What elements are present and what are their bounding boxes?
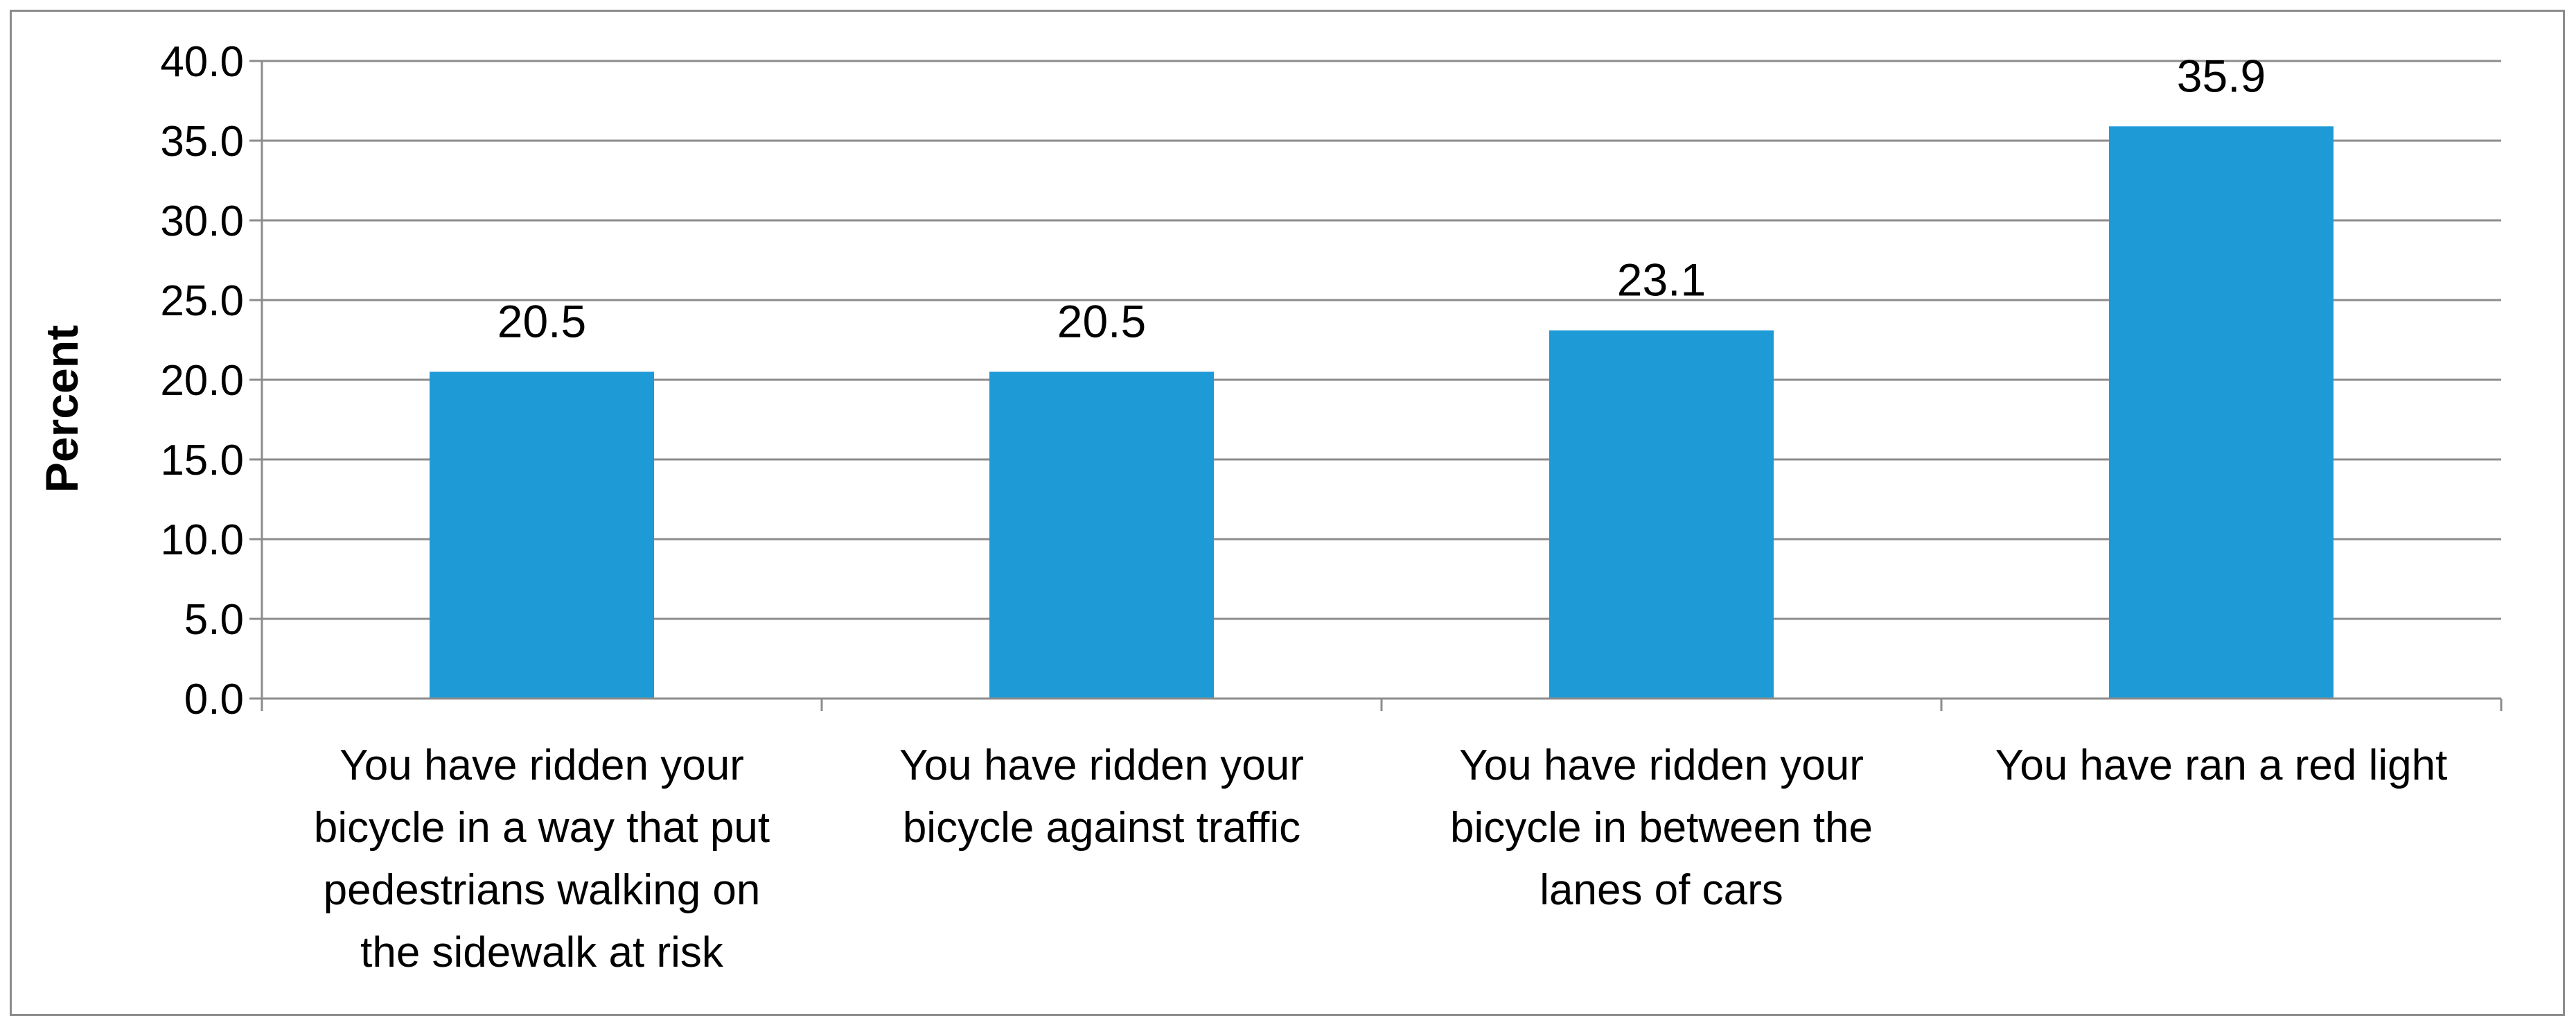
y-tick-label: 10.0 [160, 516, 244, 564]
x-tick-label: bicycle in between the [1450, 804, 1873, 852]
data-label: 35.9 [2177, 50, 2266, 101]
x-tick-label: the sidewalk at risk [360, 929, 724, 976]
x-tick-label: lanes of cars [1540, 866, 1783, 914]
x-tick-label: You have ridden your [899, 741, 1304, 789]
x-tick-label: You have ran a red light [1995, 741, 2448, 789]
labels: 0.0 5.0 10.0 15.0 20.0 25.0 30.0 35.0 40.0 20.5 Yo… [160, 38, 2447, 976]
data-label: 23.1 [1617, 254, 1706, 306]
bar [989, 371, 1214, 699]
y-tick-label: 35.0 [160, 118, 244, 166]
bar [430, 371, 654, 699]
y-tick-label: 5.0 [184, 596, 244, 644]
x-tick-label: You have ridden your [339, 741, 744, 789]
axes [249, 60, 2503, 711]
x-tick-label: You have ridden your [1459, 741, 1864, 789]
y-tick-label: 20.0 [160, 357, 244, 405]
y-tick-label: 25.0 [160, 277, 244, 325]
y-axis-title: Percent [36, 325, 87, 493]
y-tick-label: 0.0 [184, 676, 244, 723]
y-tick-label: 30.0 [160, 198, 244, 245]
x-tick-label: bicycle in a way that put [314, 804, 770, 852]
x-tick-label: pedestrians walking on [324, 866, 761, 914]
x-tick-label: bicycle against traffic [903, 804, 1300, 852]
y-tick-label: 40.0 [160, 38, 244, 86]
bar [2109, 126, 2334, 699]
bars [430, 126, 2334, 699]
y-tick-label: 15.0 [160, 437, 244, 484]
bar [1549, 330, 1774, 699]
data-label: 20.5 [1057, 296, 1146, 347]
data-label: 20.5 [497, 296, 586, 347]
